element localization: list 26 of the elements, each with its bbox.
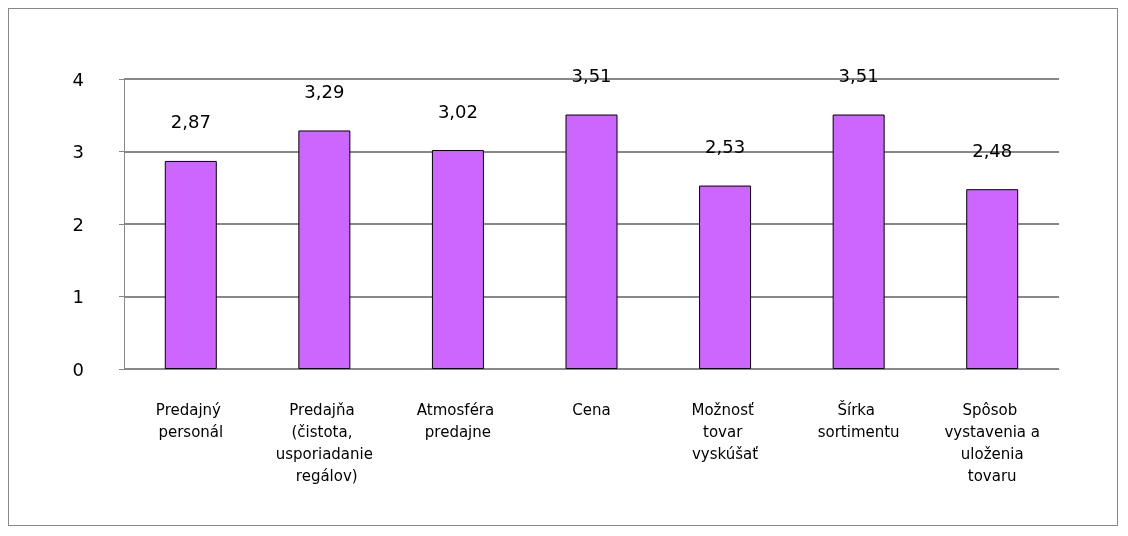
data-label: 3,29 bbox=[304, 80, 345, 102]
data-label: 2,87 bbox=[170, 111, 211, 133]
data-label: 2,48 bbox=[972, 139, 1013, 161]
y-tick-label: 0 bbox=[72, 358, 84, 380]
bar bbox=[832, 114, 885, 369]
bar bbox=[431, 150, 484, 369]
data-label: 3,02 bbox=[437, 100, 478, 122]
bar bbox=[298, 130, 351, 369]
x-tick-label: Spôsob vystavenia a uloženia tovaru bbox=[944, 401, 1040, 485]
y-tick-label: 1 bbox=[72, 286, 84, 307]
x-tick-label: Atmosféra predajne bbox=[416, 401, 499, 441]
y-tick-label: 4 bbox=[72, 68, 84, 90]
bar bbox=[565, 114, 618, 369]
bar bbox=[699, 185, 752, 369]
y-tick-label: 2 bbox=[72, 213, 84, 235]
x-tick-label: Predajňa (čistota, usporiadanie regálov) bbox=[275, 401, 373, 485]
bar bbox=[164, 160, 217, 369]
y-tick-label: 3 bbox=[72, 141, 84, 162]
data-label: 3,51 bbox=[571, 65, 612, 87]
x-tick-label: Šírka sortimentu bbox=[817, 400, 900, 441]
data-label: 3,51 bbox=[838, 65, 879, 87]
x-tick-label: Predajný personál bbox=[155, 401, 226, 441]
bar bbox=[966, 189, 1019, 369]
x-tick-label: Možnosť tovar vyskúšať bbox=[691, 401, 759, 463]
x-tick-label: Cena bbox=[572, 401, 611, 419]
data-label: 2,53 bbox=[705, 136, 746, 158]
